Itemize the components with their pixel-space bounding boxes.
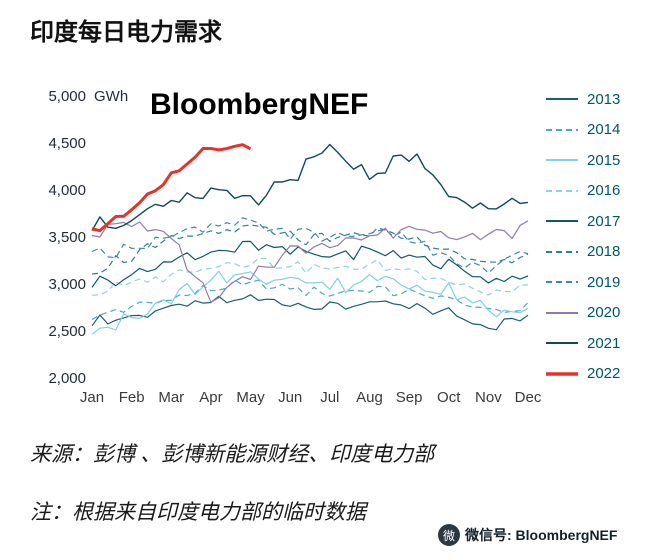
x-axis-label: Oct (437, 389, 461, 406)
y-axis-label: 4,500 (48, 135, 86, 152)
legend-label-2013: 2013 (587, 90, 621, 108)
y-axis-label: 3,500 (48, 229, 86, 246)
x-axis-label: Jun (278, 389, 302, 406)
legend-label-2015: 2015 (587, 151, 621, 169)
x-axis-label: Nov (475, 389, 502, 406)
legend-swatch-2017 (546, 220, 578, 223)
series-line-2015 (91, 270, 529, 335)
x-axis-label: Mar (158, 389, 184, 406)
legend-label-2014: 2014 (587, 121, 621, 139)
series-line-2017 (91, 240, 529, 288)
wechat-badge: 微 微信号: BloombergNEF (438, 524, 617, 546)
legend-label-2017: 2017 (587, 212, 621, 230)
legend-label-2022: 2022 (587, 365, 621, 383)
wechat-icon: 微 (438, 524, 460, 546)
legend-item-2017: 2017 (545, 206, 653, 237)
source-text: 来源：彭博 、彭博新能源财经、印度电力部 (30, 442, 435, 466)
chart-area: 2,000 2,500 3,000 3,500 4,000 4,500 5,000 GWh Ja… (30, 78, 550, 410)
legend-swatch-2013 (546, 98, 578, 101)
chart-svg: 2,000 2,500 3,000 3,500 4,000 4,500 5,000 GWh Ja… (48, 88, 542, 406)
legend-item-2022: 2022 (545, 359, 653, 390)
legend-item-2013: 2013 (545, 84, 653, 115)
note-text: 注：根据来自印度电力部的临时数据 (30, 500, 366, 524)
legend-swatch-2021 (546, 342, 578, 345)
x-axis-label: Jul (320, 389, 339, 406)
legend-swatch-2022 (546, 372, 578, 376)
x-axis-label: Aug (356, 389, 383, 406)
legend-label-2018: 2018 (587, 243, 621, 261)
series-line-2021 (91, 143, 529, 231)
x-axis-label: Sep (396, 389, 423, 406)
legend-swatch-2015 (546, 159, 578, 162)
legend-item-2015: 2015 (545, 145, 653, 176)
legend-item-2016: 2016 (545, 176, 653, 207)
legend-swatch-2018 (546, 250, 578, 253)
x-axis-label: May (236, 389, 265, 406)
legend-item-2018: 2018 (545, 237, 653, 268)
series-line-2014 (91, 279, 529, 321)
y-axis-unit: GWh (94, 88, 128, 105)
y-axis-label: 3,000 (48, 276, 86, 293)
legend-label-2020: 2020 (587, 304, 621, 322)
series-line-2020 (91, 220, 529, 303)
series-line-2022 (91, 143, 252, 233)
wechat-account-text: 微信号: BloombergNEF (465, 527, 618, 543)
legend-item-2019: 2019 (545, 267, 653, 298)
y-axis-label: 5,000 (48, 88, 86, 105)
x-axis-label: Dec (515, 389, 542, 406)
legend-label-2016: 2016 (587, 182, 621, 200)
x-axis-label: Jan (80, 389, 104, 406)
series-line-2016 (91, 257, 529, 296)
series-line-2018 (91, 224, 529, 275)
x-axis-label: Feb (119, 389, 145, 406)
series-line-2013 (91, 294, 529, 331)
y-axis-label: 4,000 (48, 182, 86, 199)
legend-swatch-2016 (546, 189, 578, 192)
x-axis-label: Apr (199, 389, 222, 406)
legend-label-2019: 2019 (587, 273, 621, 291)
y-axis-label: 2,000 (48, 370, 86, 387)
legend-item-2021: 2021 (545, 328, 653, 359)
legend-item-2020: 2020 (545, 298, 653, 329)
legend-swatch-2019 (546, 281, 578, 284)
y-axis-label: 2,500 (48, 323, 86, 340)
legend-item-2014: 2014 (545, 115, 653, 146)
legend-label-2021: 2021 (587, 334, 621, 352)
legend: 2013 2014 2015 2016 2017 2018 2019 2020 2021 2022 (545, 84, 653, 389)
legend-swatch-2014 (546, 128, 578, 131)
series-line-2019 (91, 217, 529, 274)
legend-swatch-2020 (546, 311, 578, 314)
page-title: 印度每日电力需求 (30, 19, 222, 46)
